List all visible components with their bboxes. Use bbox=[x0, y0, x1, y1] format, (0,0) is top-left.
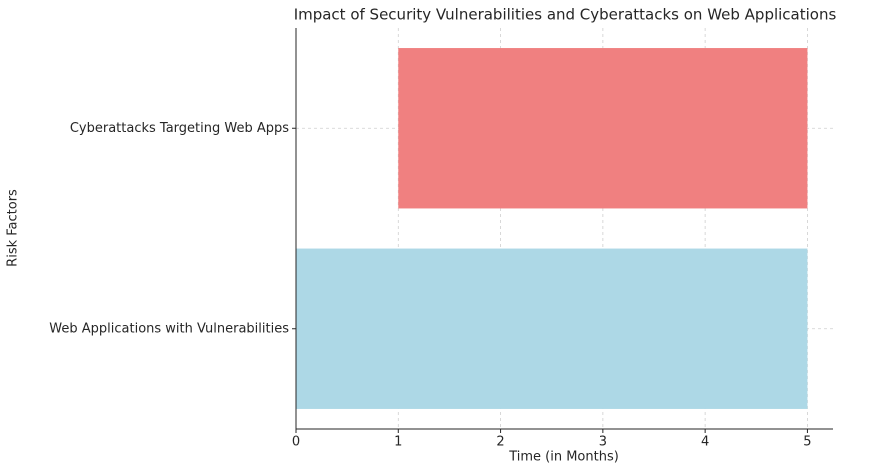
x-tick-label: 2 bbox=[496, 435, 504, 450]
x-tick-label: 1 bbox=[394, 435, 402, 450]
x-tick-label: 4 bbox=[701, 435, 709, 450]
x-tick-label: 5 bbox=[803, 435, 811, 450]
bar bbox=[296, 248, 808, 409]
x-tick-label: 3 bbox=[599, 435, 607, 450]
bar bbox=[398, 48, 808, 209]
y-tick-label: Web Applications with Vulnerabilities bbox=[49, 321, 289, 336]
y-axis-label: Risk Factors bbox=[6, 189, 21, 267]
bars bbox=[296, 48, 808, 409]
x-tick-label: 0 bbox=[292, 435, 300, 450]
labels: 0 1 2 3 4 5 Web Applications with Vulnerabilit… bbox=[49, 121, 811, 450]
chart-title: Impact of Security Vulnerabilities and C… bbox=[294, 6, 837, 24]
y-tick-label: Cyberattacks Targeting Web Apps bbox=[70, 121, 289, 136]
x-axis-label: Time (in Months) bbox=[508, 450, 619, 465]
